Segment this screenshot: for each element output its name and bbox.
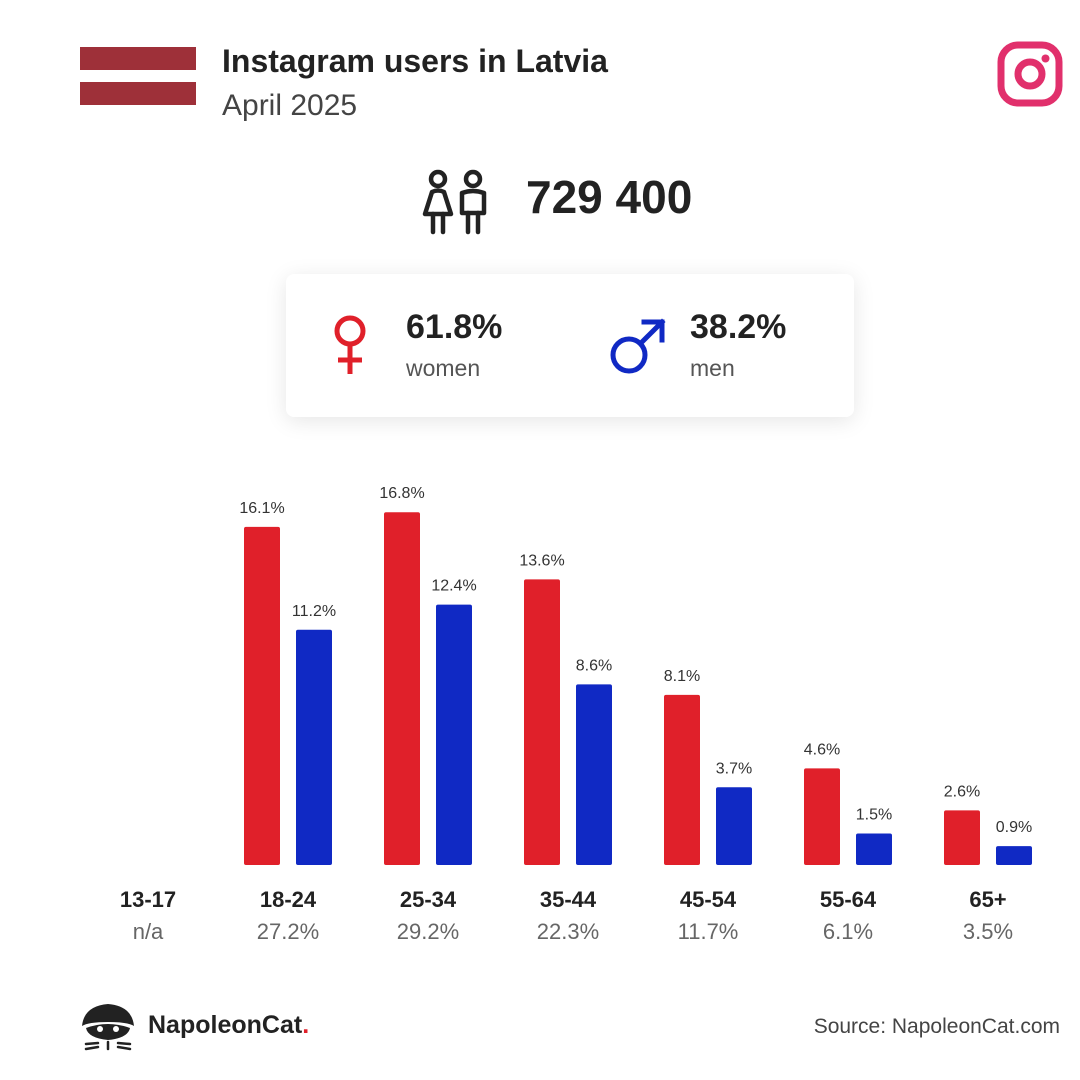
bar-label-women-65+: 2.6%: [944, 783, 980, 800]
women-label: women: [406, 355, 481, 381]
page-subtitle: April 2025: [222, 89, 358, 122]
source-credit: Source: NapoleonCat.com: [813, 1015, 1060, 1038]
bar-men-35-44: [576, 684, 612, 865]
bar-men-25-34: [436, 604, 472, 865]
latvia-flag-icon: [80, 47, 196, 105]
age-group-label-65+: 65+: [969, 887, 1006, 912]
bar-women-55-64: [804, 768, 840, 865]
age-group-label-45-54: 45-54: [680, 887, 737, 912]
age-group-total-35-44: 22.3%: [537, 919, 599, 944]
bar-label-women-55-64: 4.6%: [804, 741, 840, 758]
female-symbol-icon: [334, 315, 366, 374]
age-group-total-18-24: 27.2%: [257, 919, 319, 944]
age-group-label-13-17: 13-17: [120, 887, 176, 912]
age-group-total-25-34: 29.2%: [397, 919, 459, 944]
napoleoncat-logo-icon: [82, 1004, 134, 1051]
bar-men-45-54: [716, 787, 752, 865]
age-group-total-55-64: 6.1%: [823, 919, 873, 944]
bar-label-men-25-34: 12.4%: [431, 578, 476, 595]
male-symbol-icon: [610, 318, 666, 374]
men-label: men: [690, 355, 735, 381]
bar-women-65+: [944, 810, 980, 865]
total-users-value: 729 400: [526, 171, 693, 223]
bar-women-18-24: [244, 526, 280, 865]
brand-name: NapoleonCat.: [148, 1011, 309, 1040]
bar-women-35-44: [524, 579, 560, 865]
women-percent: 61.8%: [406, 308, 503, 346]
age-group-label-25-34: 25-34: [400, 887, 457, 912]
bar-women-45-54: [664, 694, 700, 865]
bar-label-men-65+: 0.9%: [996, 819, 1032, 836]
men-percent: 38.2%: [690, 308, 787, 346]
age-group-label-35-44: 35-44: [540, 887, 597, 912]
brand-name-text: NapoleonCat: [148, 1011, 303, 1039]
age-group-total-13-17: n/a: [133, 919, 164, 944]
bar-label-women-45-54: 8.1%: [664, 668, 700, 685]
age-group-label-55-64: 55-64: [820, 887, 877, 912]
bar-label-men-45-54: 3.7%: [716, 760, 752, 777]
instagram-icon: [997, 41, 1063, 107]
bar-label-women-35-44: 13.6%: [519, 552, 564, 569]
page-title: Instagram users in Latvia: [222, 43, 608, 79]
bar-label-men-18-24: 11.2%: [292, 603, 336, 620]
bar-label-men-55-64: 1.5%: [856, 807, 892, 824]
gender-split-card: 61.8% women 38.2% men: [286, 274, 854, 417]
bar-label-men-35-44: 8.6%: [576, 657, 612, 674]
bar-women-25-34: [384, 512, 420, 865]
age-group-total-65+: 3.5%: [963, 919, 1013, 944]
bar-men-18-24: [296, 629, 332, 865]
bar-label-women-18-24: 16.1%: [239, 500, 284, 517]
age-group-total-45-54: 11.7%: [678, 919, 739, 944]
bar-label-women-25-34: 16.8%: [379, 485, 424, 502]
bar-men-65+: [996, 846, 1032, 865]
people-icon: [422, 169, 487, 235]
brand-dot: .: [302, 1011, 310, 1039]
bar-men-55-64: [856, 833, 892, 865]
age-group-label-18-24: 18-24: [260, 887, 317, 912]
age-gender-bar-chart: 13-17 n/a 16.1% 11.2% 18-24 27.2% 16.8% 12.4% 25…: [120, 485, 1032, 944]
